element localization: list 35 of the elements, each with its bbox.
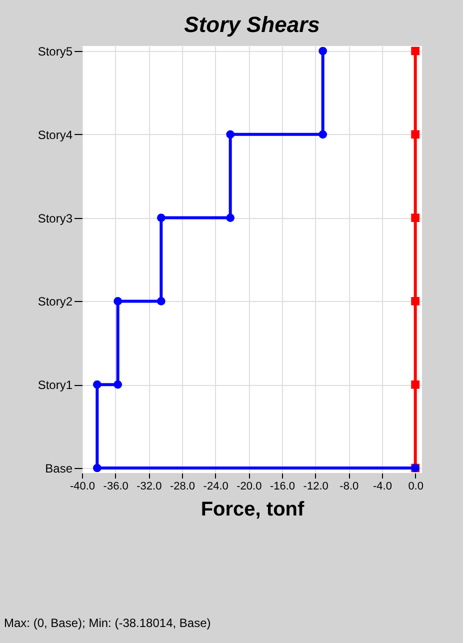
point <box>114 380 122 389</box>
point <box>411 46 420 56</box>
point <box>114 297 122 306</box>
point <box>318 46 328 56</box>
x-tick-label: -4.0 <box>373 480 392 492</box>
x-tick-label: -16.0 <box>270 480 296 492</box>
x-tick-label: -40.0 <box>70 480 96 492</box>
point <box>92 380 102 389</box>
text: Max: (0, Base); Min: (-38.18014, Base) <box>4 616 211 630</box>
point <box>92 464 102 472</box>
y-tick-label: Story4 <box>38 128 73 142</box>
point <box>318 130 328 139</box>
point <box>156 214 166 222</box>
y-tick-label: Story1 <box>38 378 73 392</box>
y-tick-label: Story2 <box>38 294 73 309</box>
x-tick-label: -28.0 <box>170 480 196 492</box>
x-tick-label: -8.0 <box>340 480 359 492</box>
x-tick-label: -24.0 <box>203 480 228 492</box>
point <box>226 130 235 139</box>
y-tick-label: Story5 <box>38 44 73 59</box>
point <box>226 214 235 222</box>
point <box>411 130 420 139</box>
chart-title: Story Shears <box>184 12 320 38</box>
x-axis-title: Force, tonf <box>200 498 304 520</box>
point <box>411 214 420 222</box>
y-tick-label: Base <box>45 461 73 476</box>
x-tick-label: -20.0 <box>236 480 262 492</box>
y-tick-label: Story3 <box>38 211 73 226</box>
x-tick-label: 0.0 <box>408 480 424 492</box>
point <box>156 297 166 306</box>
x-tick-label: -32.0 <box>136 480 162 492</box>
x-tick-label: -12.0 <box>303 480 328 492</box>
point <box>411 297 420 306</box>
x-tick-label: -36.0 <box>103 480 128 492</box>
point <box>411 380 420 389</box>
